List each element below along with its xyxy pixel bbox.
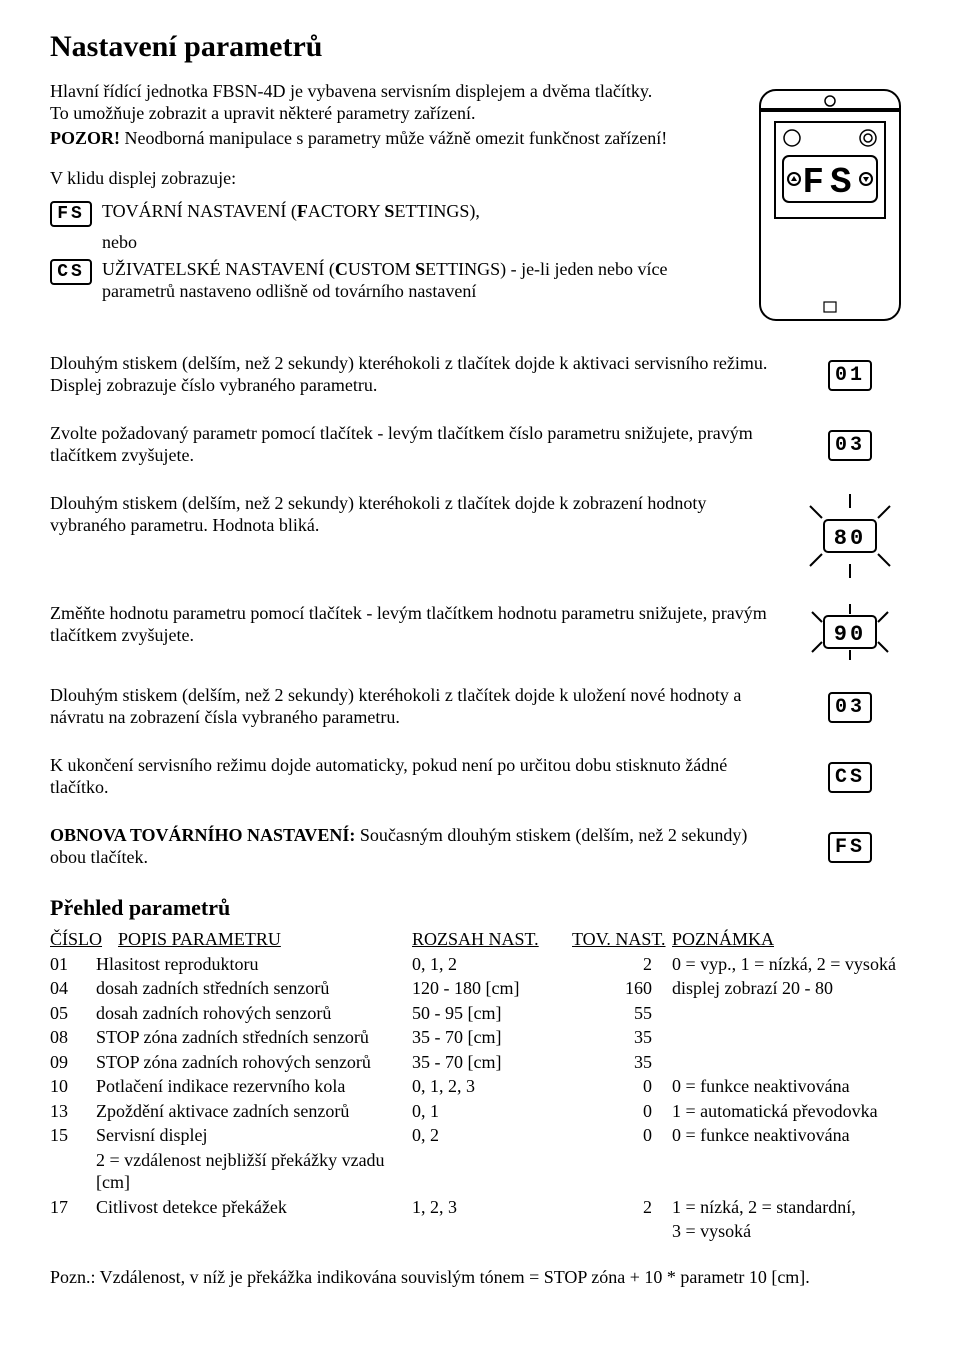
step-1-text: Dlouhým stiskem (delším, než 2 sekundy) … bbox=[50, 352, 768, 397]
display-90-blink-icon: 90 bbox=[790, 602, 910, 662]
idle-cs-text: UŽIVATELSKÉ NASTAVENÍ (CUSTOM SETTINGS) … bbox=[102, 258, 674, 303]
col-range: ROZSAH NAST. bbox=[412, 928, 572, 951]
table-row: 09STOP zóna zadních rohových senzorů35 -… bbox=[50, 1050, 910, 1075]
footnote: Pozn.: Vzdálenost, v níž je překážka ind… bbox=[50, 1266, 910, 1289]
intro-p1: Hlavní řídící jednotka FBSN-4D je vybave… bbox=[50, 80, 674, 125]
col-def: TOV. NAST. bbox=[572, 928, 672, 951]
intro-warning: POZOR! bbox=[50, 128, 120, 148]
svg-text:80: 80 bbox=[834, 526, 866, 551]
table-row: 13Zpoždění aktivace zadních senzorů0, 10… bbox=[50, 1099, 910, 1124]
table-row: 08STOP zóna zadních středních senzorů35 … bbox=[50, 1025, 910, 1050]
display-fs-icon: FS bbox=[50, 201, 92, 228]
table-row: 05dosah zadních rohových senzorů50 - 95 … bbox=[50, 1001, 910, 1026]
table-row: 01Hlasitost reproduktoru0, 1, 220 = vyp.… bbox=[50, 952, 910, 977]
step-6-text: K ukončení servisního režimu dojde autom… bbox=[50, 754, 768, 799]
display-fs2-icon: FS bbox=[828, 832, 872, 863]
table-row: 2 = vzdálenost nejbližší překážky vzadu … bbox=[50, 1148, 910, 1195]
display-01-icon: 01 bbox=[828, 360, 872, 391]
svg-text:FS: FS bbox=[802, 162, 857, 203]
idle-lead: V klidu displej zobrazuje: bbox=[50, 167, 674, 190]
params-heading: Přehled parametrů bbox=[50, 894, 910, 922]
col-num: ČÍSLO bbox=[50, 928, 118, 951]
step-7-lead: OBNOVA TOVÁRNÍHO NASTAVENÍ: bbox=[50, 825, 355, 845]
display-cs-icon: CS bbox=[50, 259, 92, 286]
display-cs2-icon: CS bbox=[828, 762, 872, 793]
svg-text:90: 90 bbox=[834, 622, 866, 647]
table-row: 15Servisní displej0, 200 = funkce neakti… bbox=[50, 1123, 910, 1148]
step-5-text: Dlouhým stiskem (delším, než 2 sekundy) … bbox=[50, 684, 768, 729]
col-note: POZNÁMKA bbox=[672, 928, 910, 951]
display-03b-icon: 03 bbox=[828, 692, 872, 723]
table-row: 17Citlivost detekce překážek1, 2, 321 = … bbox=[50, 1195, 910, 1220]
table-row: 10Potlačení indikace rezervního kola0, 1… bbox=[50, 1074, 910, 1099]
step-4-text: Změňte hodnotu parametru pomocí tlačítek… bbox=[50, 602, 768, 647]
params-table: ČÍSLO POPIS PARAMETRU ROZSAH NAST. TOV. … bbox=[50, 927, 910, 1244]
idle-nebo: nebo bbox=[50, 231, 674, 254]
display-80-blink-icon: 80 bbox=[790, 492, 910, 580]
step-2-text: Zvolte požadovaný parametr pomocí tlačít… bbox=[50, 422, 768, 467]
step-3-text: Dlouhým stiskem (delším, než 2 sekundy) … bbox=[50, 492, 768, 537]
page-title: Nastavení parametrů bbox=[50, 28, 910, 66]
display-03-icon: 03 bbox=[828, 430, 872, 461]
col-desc: POPIS PARAMETRU bbox=[118, 928, 412, 951]
intro-p2: Neodborná manipulace s parametry může vá… bbox=[120, 128, 667, 148]
device-diagram: FS bbox=[750, 80, 910, 330]
table-row: 04dosah zadních středních senzorů120 - 1… bbox=[50, 976, 910, 1001]
table-row: 3 = vysoká bbox=[50, 1219, 910, 1244]
idle-fs-text: TOVÁRNÍ NASTAVENÍ (FACTORY SETTINGS), bbox=[102, 201, 480, 221]
